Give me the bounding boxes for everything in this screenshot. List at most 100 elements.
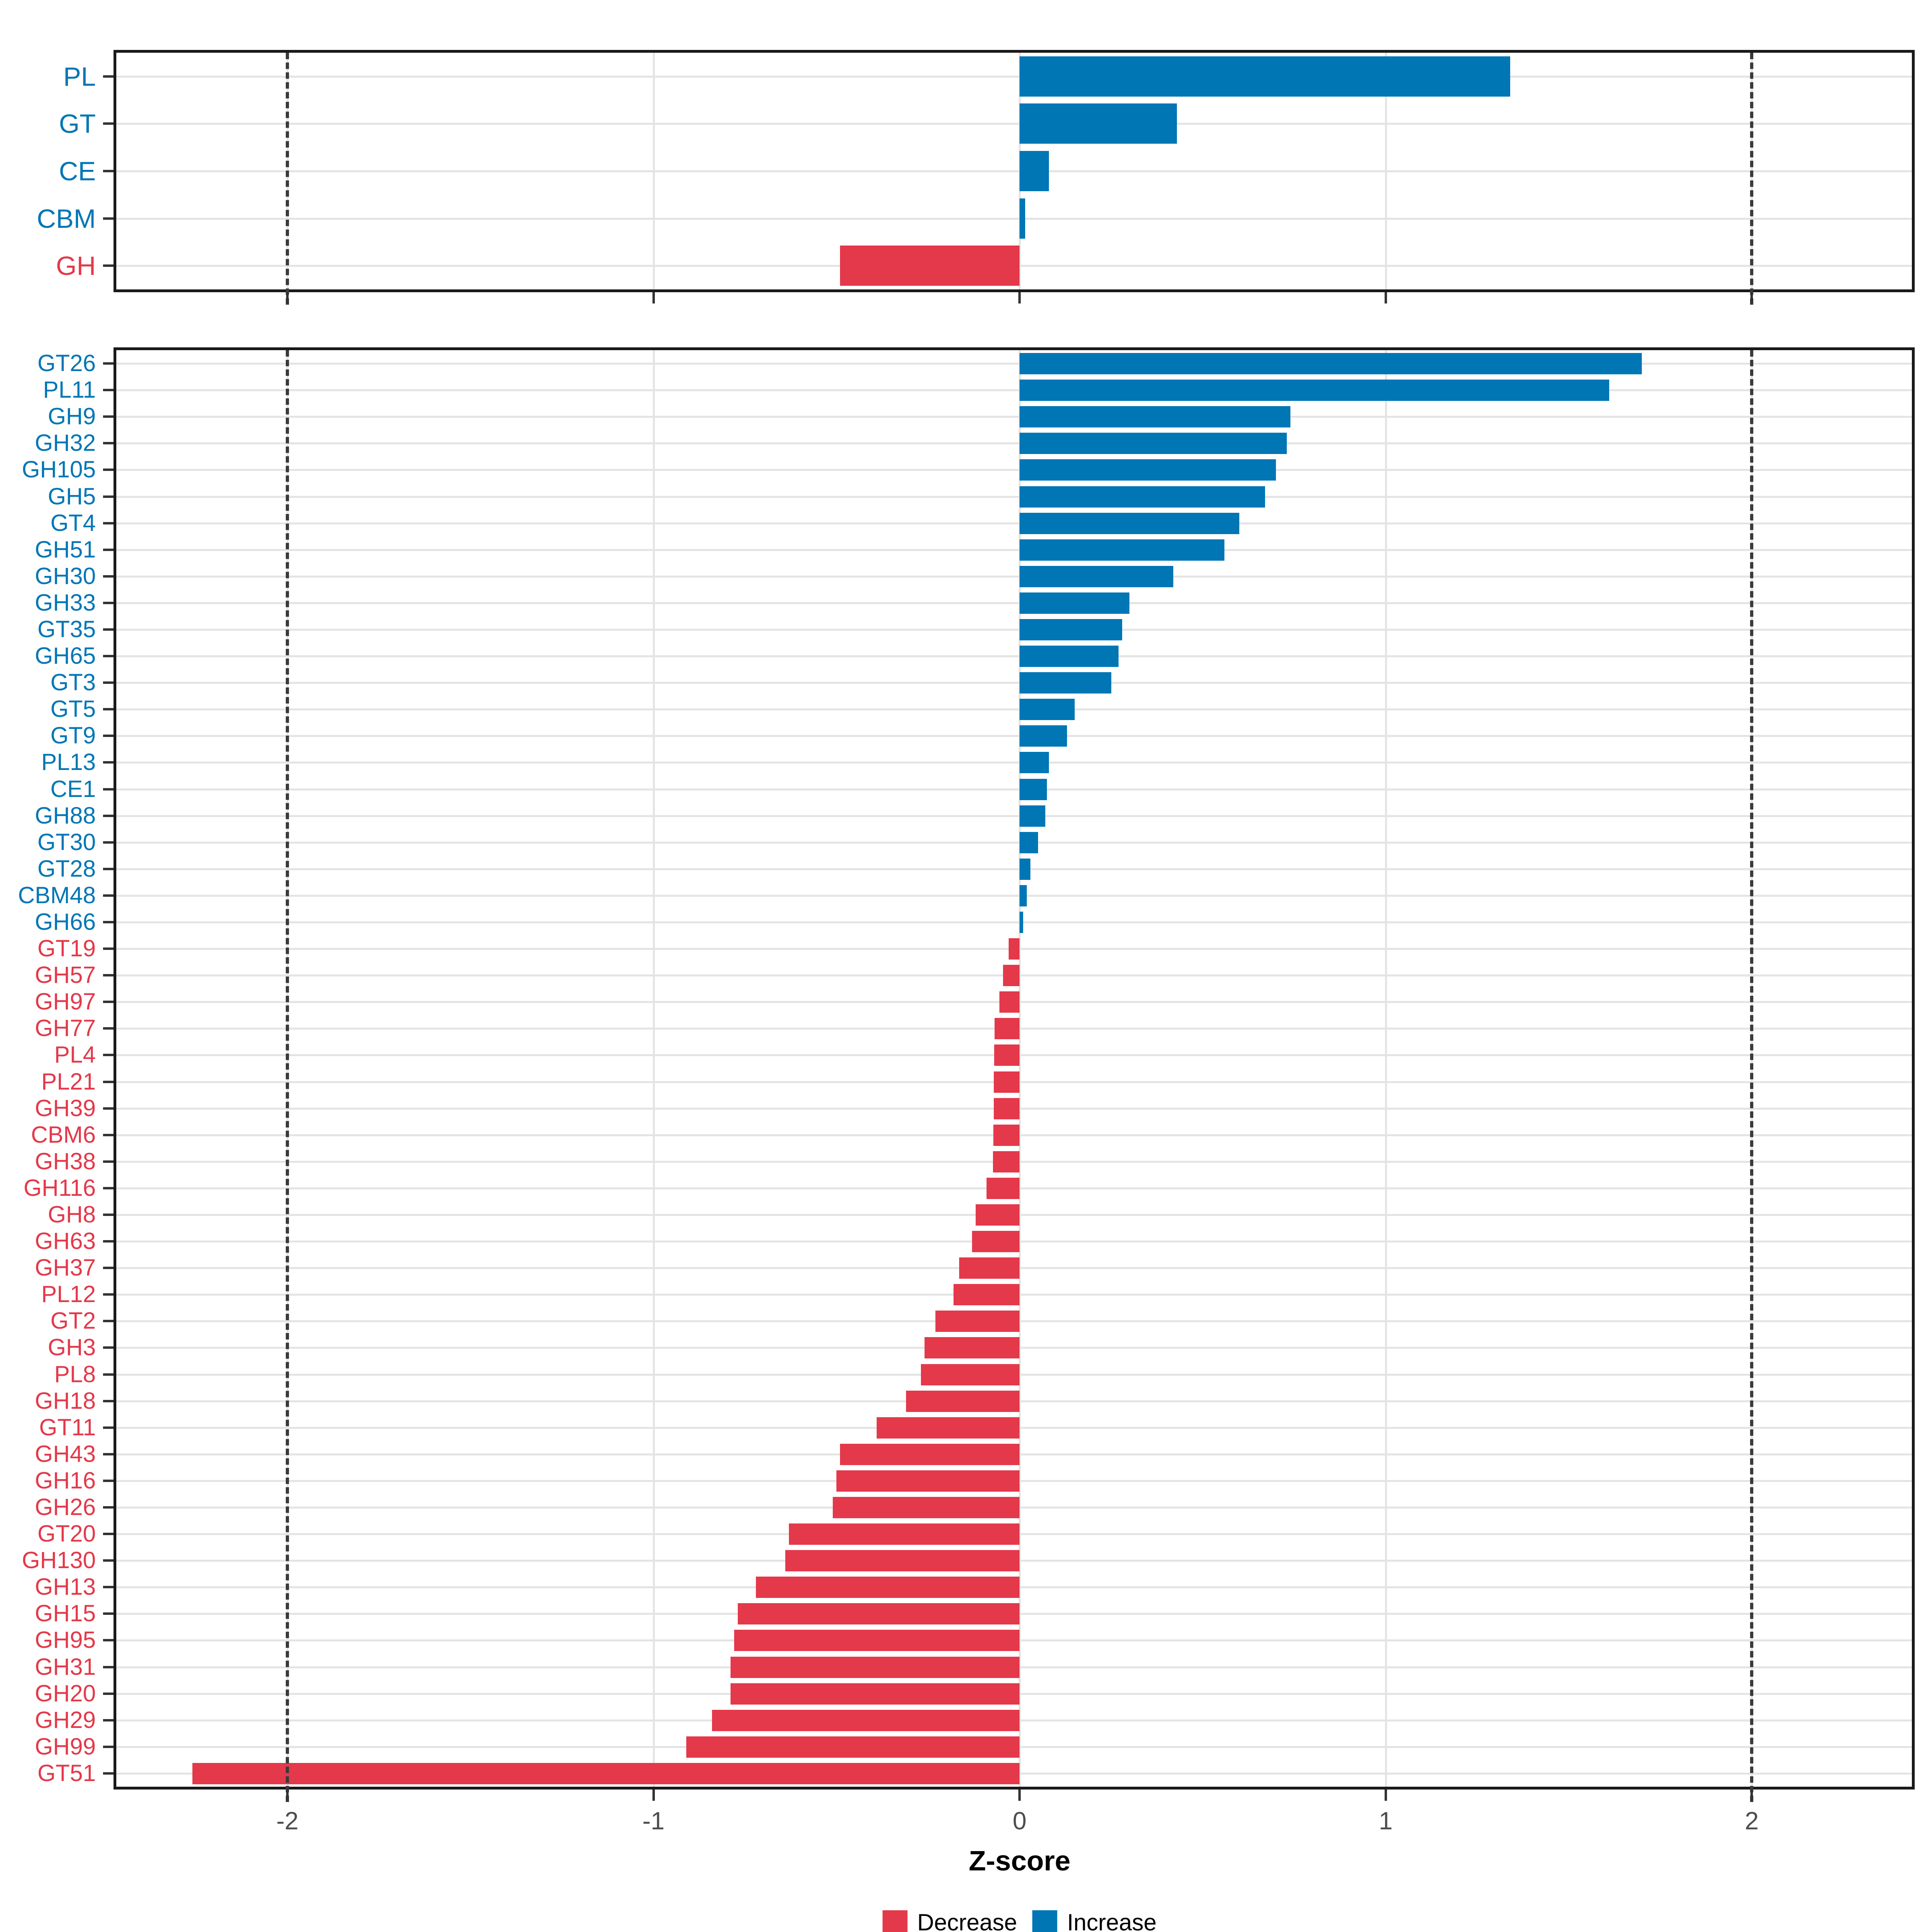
ytick-GH30 xyxy=(103,575,114,578)
row-label-GT28: GT28 xyxy=(37,856,96,882)
row-gridline xyxy=(116,735,1912,737)
ytick-GH37 xyxy=(103,1267,114,1269)
ytick-GT2 xyxy=(103,1320,114,1322)
bar-CBM6 xyxy=(993,1124,1020,1146)
row-label-PL4: PL4 xyxy=(54,1042,96,1068)
row-gridline xyxy=(116,682,1912,684)
ytick-GH88 xyxy=(103,815,114,817)
ytick-GH66 xyxy=(103,921,114,923)
row-gridline xyxy=(116,389,1912,391)
bar-GH3 xyxy=(924,1337,1020,1358)
ytick-GH9 xyxy=(103,415,114,418)
bar-GH97 xyxy=(999,991,1020,1013)
ytick-GH43 xyxy=(103,1453,114,1455)
bar-PL13 xyxy=(1020,751,1049,773)
row-label-GH32: GH32 xyxy=(35,430,96,456)
ytick-GH39 xyxy=(103,1107,114,1110)
bar-GH26 xyxy=(833,1496,1020,1518)
legend-label-increase: Increase xyxy=(1067,1909,1157,1932)
gridline-x-1 xyxy=(1385,350,1387,1787)
xtick-0 xyxy=(1018,292,1021,303)
gridline-x-0 xyxy=(1019,350,1021,1787)
ytick-GH29 xyxy=(103,1719,114,1721)
row-label-GT9: GT9 xyxy=(50,722,96,749)
row-label-GH8: GH8 xyxy=(47,1201,96,1228)
bar-GT26 xyxy=(1020,353,1642,374)
row-gridline xyxy=(116,629,1912,631)
row-label-GH88: GH88 xyxy=(35,803,96,829)
row-label-PL8: PL8 xyxy=(54,1361,96,1387)
row-label-GH33: GH33 xyxy=(35,590,96,616)
bar-GT19 xyxy=(1008,938,1020,960)
row-label-GH20: GH20 xyxy=(35,1680,96,1707)
ytick-GT20 xyxy=(103,1533,114,1535)
row-label-PL11: PL11 xyxy=(43,377,96,403)
row-gridline xyxy=(116,788,1912,791)
ytick-PL11 xyxy=(103,389,114,391)
row-label-CE: CE xyxy=(59,156,96,186)
bar-GH16 xyxy=(836,1470,1020,1492)
bar-GH39 xyxy=(993,1098,1020,1119)
bar-GT5 xyxy=(1020,698,1075,720)
xtick-2 xyxy=(1750,292,1753,303)
legend-item-increase: Increase xyxy=(1032,1910,1156,1932)
bar-GH15 xyxy=(737,1603,1020,1624)
row-label-GT5: GT5 xyxy=(50,696,96,722)
ytick-GH16 xyxy=(103,1480,114,1482)
row-label-GH15: GH15 xyxy=(35,1600,96,1627)
row-label-GH95: GH95 xyxy=(35,1627,96,1653)
ytick-GH32 xyxy=(103,442,114,444)
ytick-GH116 xyxy=(103,1187,114,1189)
legend: Decrease Increase xyxy=(882,1910,1156,1932)
row-gridline xyxy=(116,815,1912,817)
ytick-GH26 xyxy=(103,1506,114,1509)
ytick-GH99 xyxy=(103,1746,114,1748)
row-label-GT26: GT26 xyxy=(37,350,96,376)
row-gridline xyxy=(116,549,1912,551)
ytick-GT11 xyxy=(103,1426,114,1429)
ytick-GH xyxy=(103,264,114,267)
ytick-GH20 xyxy=(103,1693,114,1695)
ytick-PL8 xyxy=(103,1373,114,1376)
row-label-GH30: GH30 xyxy=(35,563,96,589)
row-gridline xyxy=(116,363,1912,365)
ytick-PL13 xyxy=(103,761,114,764)
row-label-GH38: GH38 xyxy=(35,1148,96,1174)
bar-GT51 xyxy=(192,1763,1020,1784)
ytick-GH57 xyxy=(103,974,114,976)
row-gridline xyxy=(116,895,1912,897)
row-label-GH5: GH5 xyxy=(47,483,96,510)
row-gridline xyxy=(116,708,1912,710)
ytick-GH13 xyxy=(103,1586,114,1588)
xtick--1 xyxy=(652,1790,655,1801)
xtick-label--1: -1 xyxy=(642,1807,665,1835)
ytick-GT xyxy=(103,122,114,125)
row-label-GH105: GH105 xyxy=(22,456,96,483)
dashed-reference--2 xyxy=(286,350,289,1802)
ytick-PL xyxy=(103,75,114,78)
row-label-GH9: GH9 xyxy=(47,403,96,429)
row-gridline xyxy=(116,76,1912,78)
dashed-reference--2 xyxy=(286,53,289,305)
row-label-GT19: GT19 xyxy=(37,935,96,962)
bar-PL21 xyxy=(994,1071,1020,1093)
legend-swatch-increase xyxy=(1032,1910,1058,1932)
row-label-GH63: GH63 xyxy=(35,1228,96,1254)
bar-GT30 xyxy=(1020,832,1038,853)
row-label-GT2: GT2 xyxy=(50,1308,96,1334)
row-gridline xyxy=(116,576,1912,578)
row-label-GH116: GH116 xyxy=(23,1175,96,1201)
bar-GH99 xyxy=(686,1736,1020,1758)
ytick-GT35 xyxy=(103,628,114,631)
bar-GH116 xyxy=(987,1177,1020,1199)
ytick-GT26 xyxy=(103,362,114,365)
bar-GH66 xyxy=(1020,911,1024,933)
row-label-GH26: GH26 xyxy=(35,1494,96,1520)
row-gridline xyxy=(116,868,1912,870)
ytick-GT51 xyxy=(103,1772,114,1775)
row-label-GT4: GT4 xyxy=(50,510,96,536)
bar-GT9 xyxy=(1020,725,1067,747)
row-label-GT: GT xyxy=(59,109,96,138)
row-label-GH65: GH65 xyxy=(35,643,96,669)
